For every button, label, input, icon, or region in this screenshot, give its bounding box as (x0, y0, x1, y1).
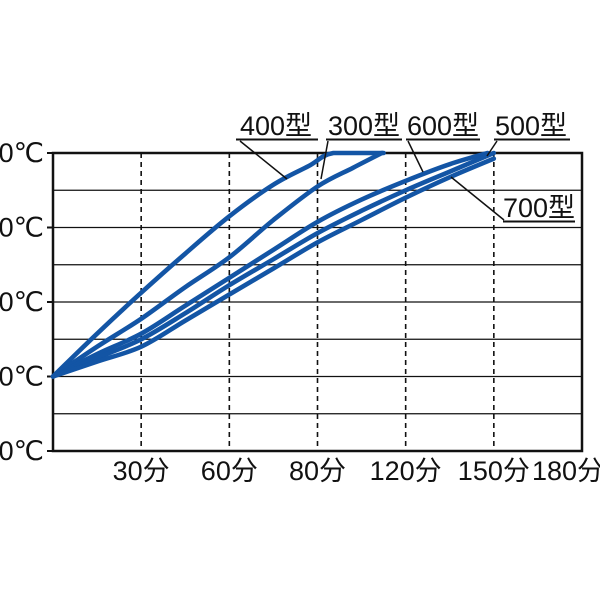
x-axis-label: 150分 (458, 456, 530, 486)
leader-line-500 (486, 140, 498, 157)
x-axis-label: 120分 (370, 456, 442, 486)
series-callout-labels: 400型 300型 600型 500型 700型 (236, 111, 575, 223)
curve-700 (50, 156, 497, 379)
vertical-dashed-gridlines (140, 153, 495, 451)
y-axis-label: 80℃ (0, 138, 44, 168)
leader-line-400 (239, 140, 288, 180)
curve-500 (50, 150, 497, 379)
series-label-600: 600型 (407, 111, 479, 141)
x-axis-label: 80分 (289, 456, 346, 486)
x-axis-labels: 30分 60分 80分 120分 150分 180分 (113, 456, 600, 486)
curve-600 (50, 150, 490, 379)
series-label-500: 500型 (495, 111, 567, 141)
leader-line-300 (320, 140, 329, 180)
leader-line-700 (450, 176, 505, 221)
curve-300 (50, 150, 385, 379)
x-axis-label: 180分 (532, 456, 600, 486)
leader-line-600 (407, 140, 424, 173)
series-label-400: 400型 (240, 111, 312, 141)
y-axis-label: 20℃ (0, 362, 44, 392)
x-axis-label: 60分 (201, 456, 258, 486)
y-axis-labels: 0℃ 20℃ 40℃ 60℃ 80℃ (0, 138, 44, 466)
y-axis-label: 60℃ (0, 213, 44, 243)
series-label-700: 700型 (503, 193, 575, 223)
y-axis-label: 40℃ (0, 287, 44, 317)
y-axis-label: 0℃ (0, 436, 44, 466)
series-label-300: 300型 (328, 111, 400, 141)
x-axis-label: 30分 (113, 456, 170, 486)
